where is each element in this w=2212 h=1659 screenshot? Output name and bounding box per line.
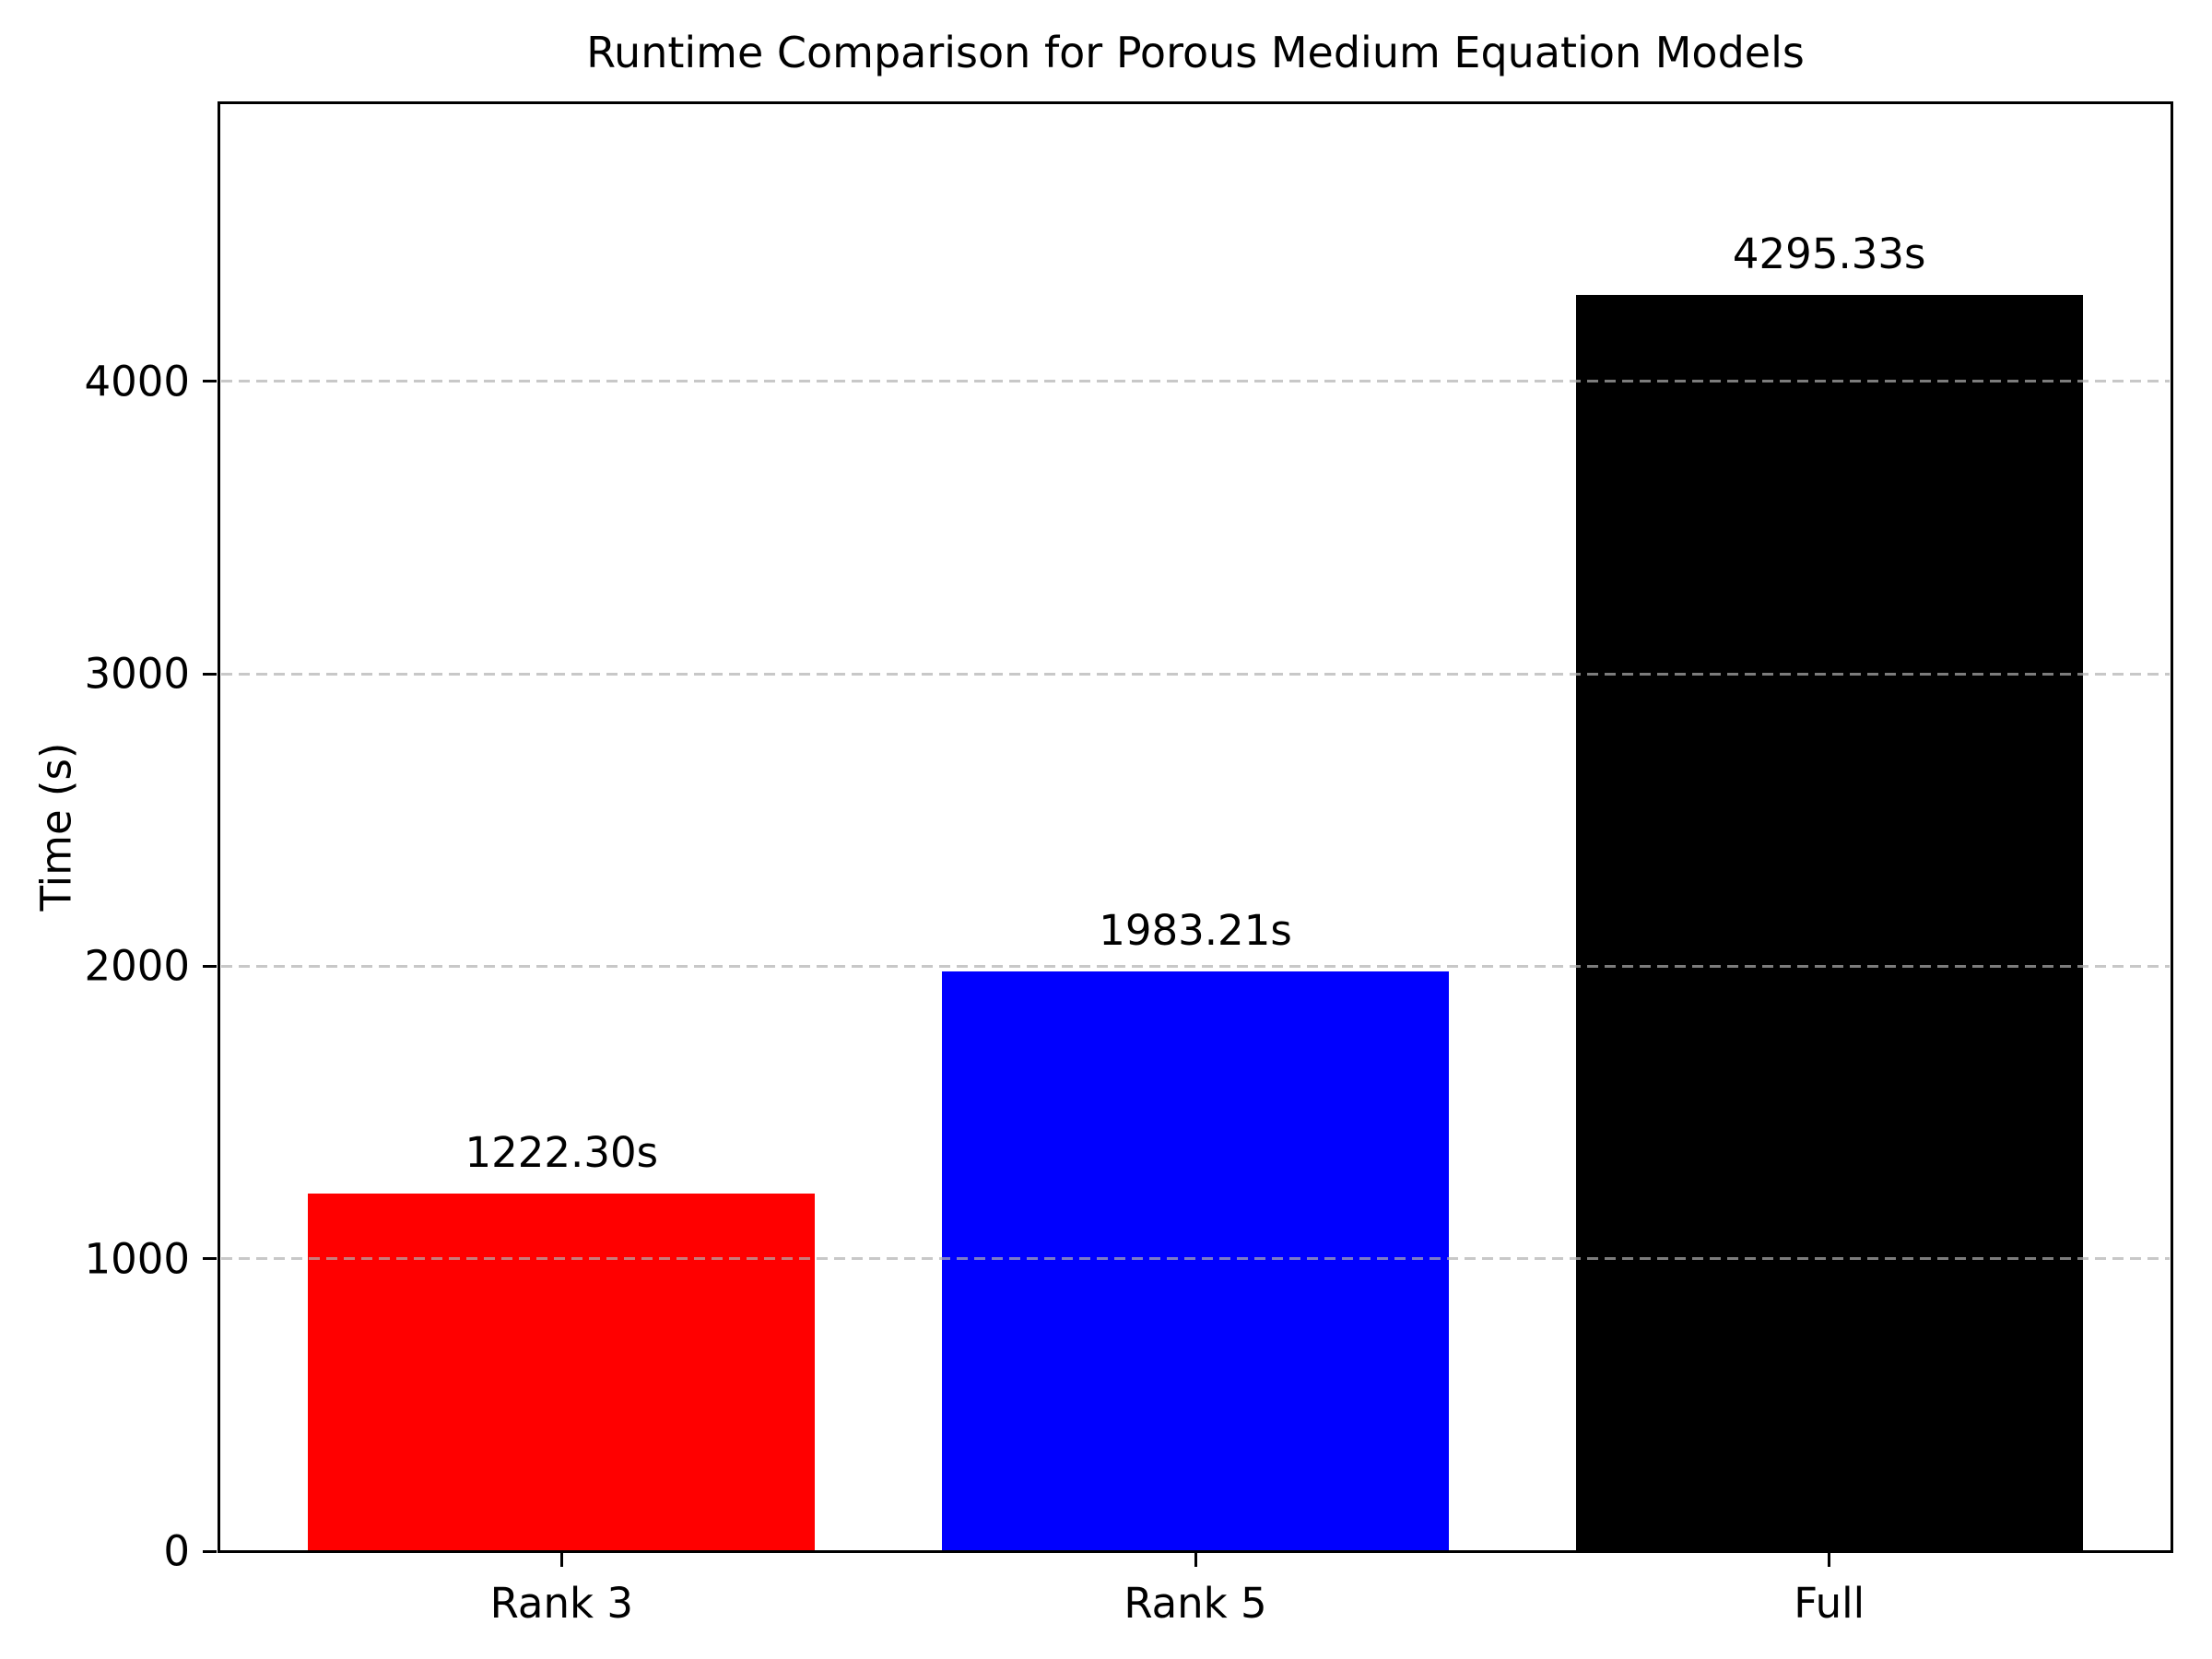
x-tick-mark bbox=[559, 1553, 563, 1567]
y-tick-label: 3000 bbox=[84, 649, 190, 699]
x-tick-mark bbox=[1194, 1553, 1197, 1567]
y-tick-label: 1000 bbox=[84, 1234, 190, 1284]
gridline bbox=[221, 380, 2170, 383]
y-tick-label: 4000 bbox=[84, 357, 190, 406]
y-tick-label: 0 bbox=[163, 1526, 190, 1576]
gridline bbox=[221, 964, 2170, 968]
x-tick-label: Rank 3 bbox=[489, 1579, 633, 1628]
y-tick-mark bbox=[203, 1549, 217, 1553]
bar bbox=[1575, 295, 2083, 1551]
bar bbox=[308, 1194, 816, 1551]
x-tick-label: Rank 5 bbox=[1124, 1579, 1267, 1628]
y-tick-label: 2000 bbox=[84, 941, 190, 991]
x-tick-mark bbox=[1828, 1553, 1831, 1567]
y-tick-mark bbox=[203, 380, 217, 383]
y-tick-mark bbox=[203, 964, 217, 968]
gridline bbox=[221, 1257, 2170, 1261]
gridline bbox=[221, 672, 2170, 676]
bar-value-label: 1222.30s bbox=[465, 1128, 659, 1178]
x-tick-label: Full bbox=[1794, 1579, 1865, 1628]
y-axis-label: Time (s) bbox=[31, 742, 81, 912]
bar-value-label: 1983.21s bbox=[1099, 905, 1292, 955]
bar bbox=[941, 971, 1449, 1551]
chart-title: Runtime Comparison for Porous Medium Equ… bbox=[586, 28, 1805, 77]
y-tick-mark bbox=[203, 1257, 217, 1261]
y-tick-mark bbox=[203, 672, 217, 676]
bar-value-label: 4295.33s bbox=[1732, 229, 1926, 279]
